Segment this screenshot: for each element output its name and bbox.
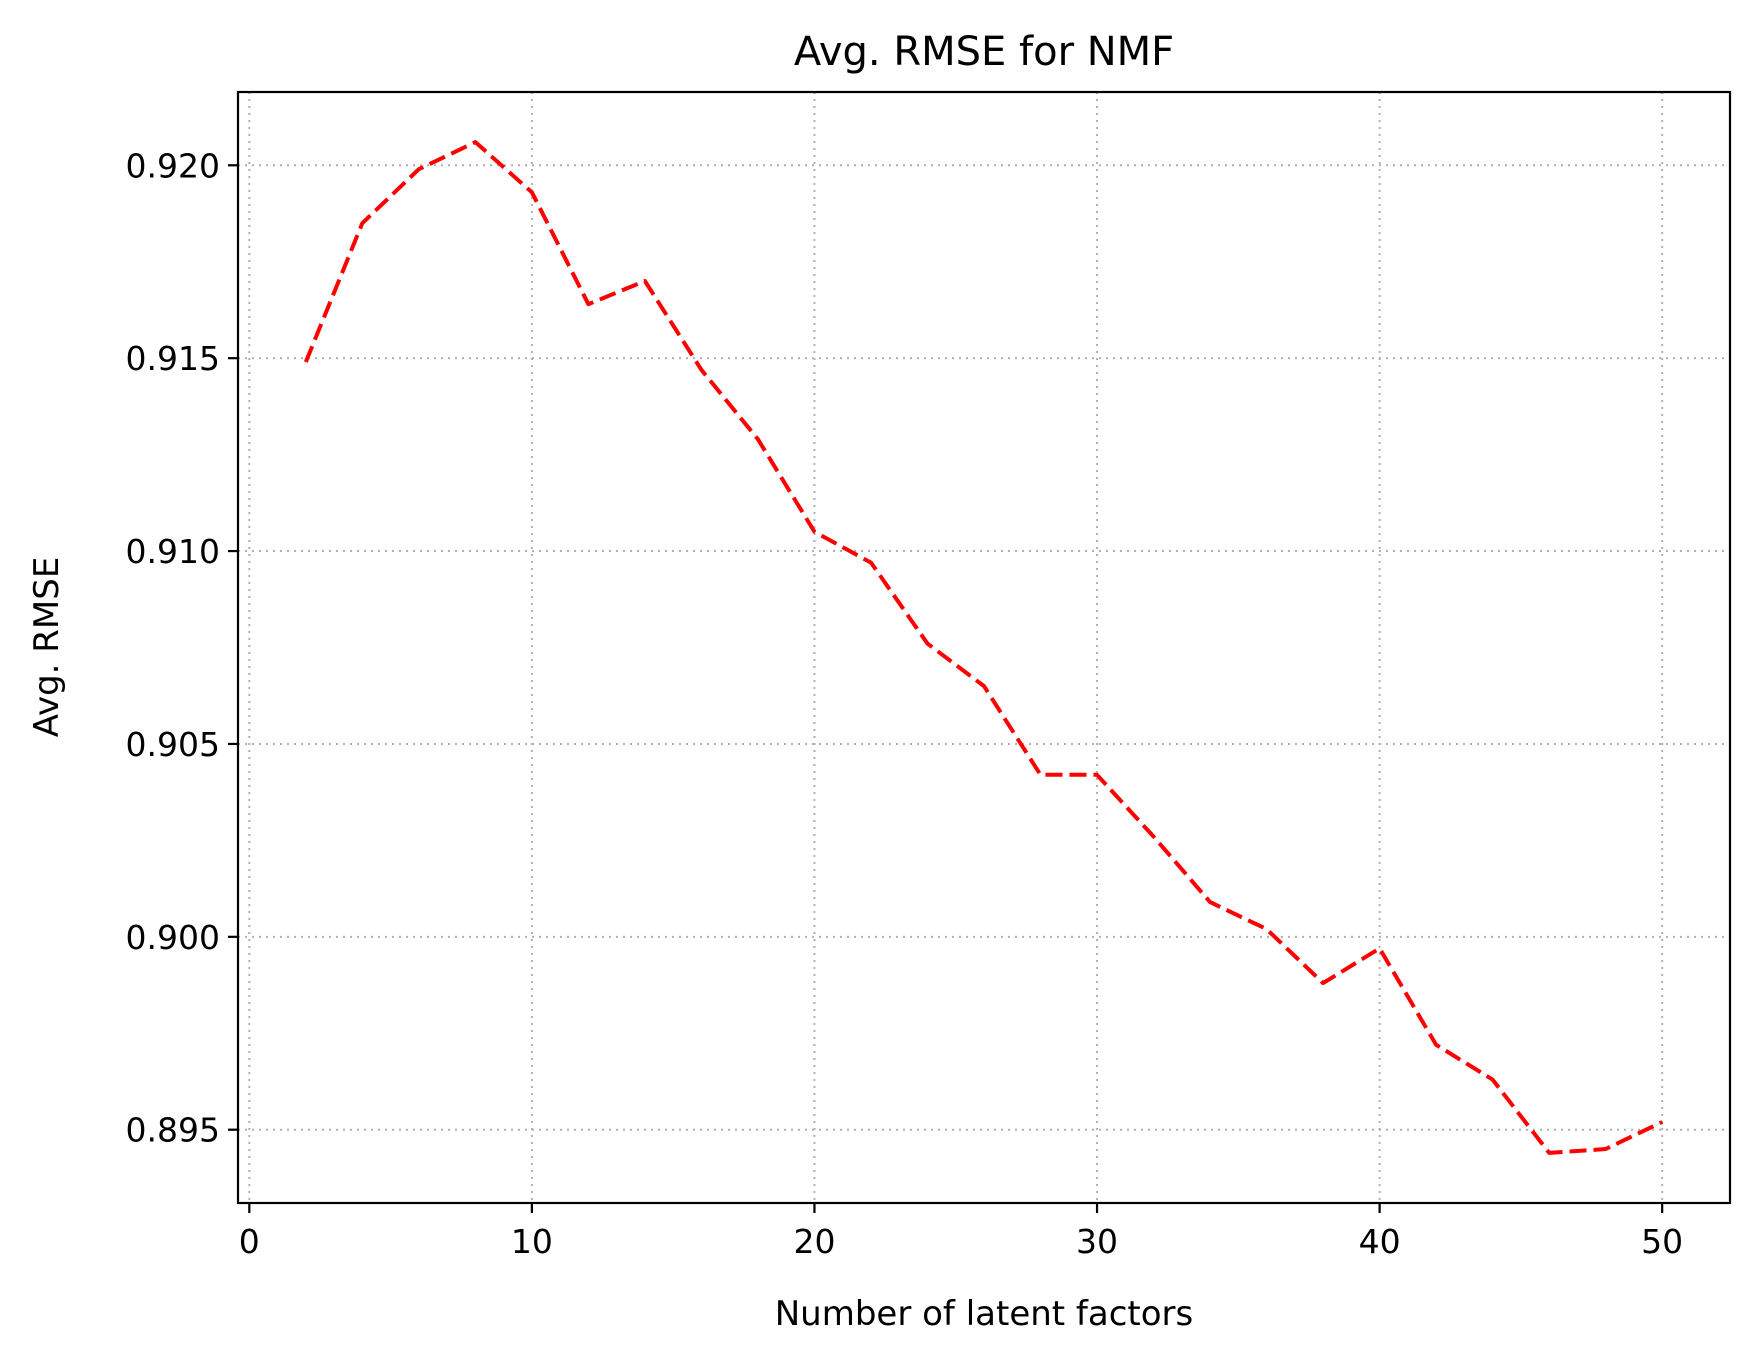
series-layer [303,140,1664,1155]
ticks-layer: 0 10 20 30 40 50 0.895 0.900 0.905 0.910 0.915 0.92… [126,146,1684,1261]
x-tick-label: 30 [1076,1222,1118,1261]
y-tick-label: 0.915 [126,339,220,378]
x-axis-label: Number of latent factors [775,1294,1194,1334]
y-axis-label: Avg. RMSE [27,557,67,738]
y-tick-label: 0.920 [126,146,220,185]
x-tick-label: 10 [511,1222,553,1261]
series-line-0 [303,140,1664,1155]
y-tick-label: 0.910 [126,532,220,571]
y-tick-label: 0.895 [126,1111,220,1150]
x-tick-label: 0 [239,1222,260,1261]
x-tick-label: 20 [793,1222,835,1261]
y-tick-label: 0.905 [126,725,220,764]
grid-layer [238,92,1730,1203]
y-tick-label: 0.900 [126,918,220,957]
chart-title: Avg. RMSE for NMF [794,29,1174,75]
x-tick-label: 40 [1359,1222,1401,1261]
x-tick-label: 50 [1641,1222,1683,1261]
axes-frame [236,90,1732,1205]
